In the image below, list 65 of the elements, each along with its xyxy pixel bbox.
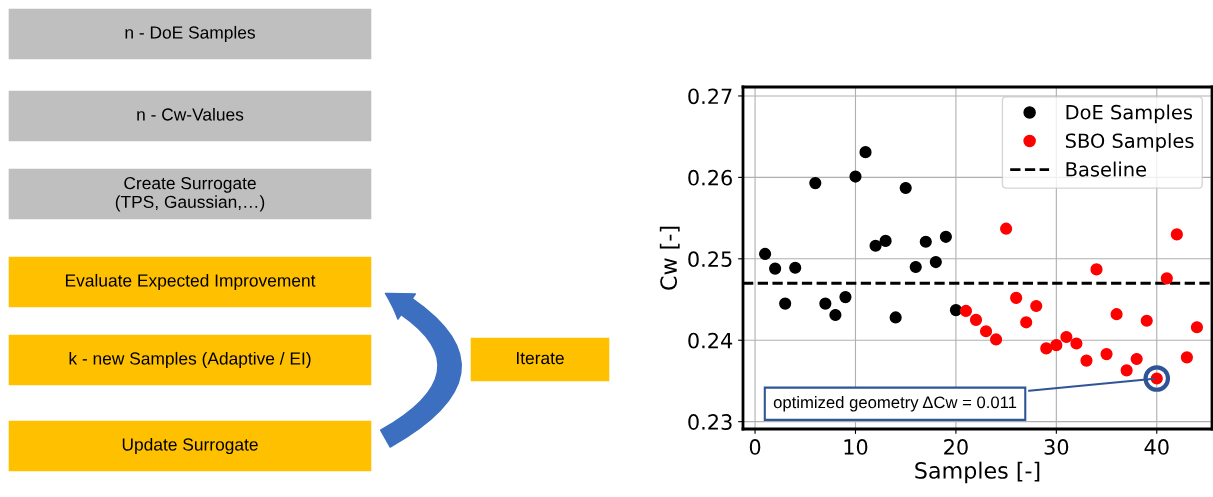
text: Create Surrogate (TPS, Gaussian,…) [115,177,265,212]
annotation: optimized geometry ΔCw = 0.011 [773,395,1017,412]
point [889,311,902,324]
point [779,297,792,310]
point [789,261,802,274]
x-tick-label: 40 [1144,439,1169,455]
x-tick-label: 10 [844,439,868,455]
point [829,308,842,322]
point [879,234,892,247]
point [769,262,782,275]
x-axis-title: Samples [-] [915,461,1040,484]
point [919,235,932,248]
text: n - DoE Samples [125,25,255,43]
text: Evaluate Expected Improvement [65,273,316,291]
y-tick-label: 0.26 [688,169,732,186]
point [759,247,772,261]
point [1130,352,1143,366]
point [1020,316,1033,329]
point [979,325,993,338]
point [1100,348,1113,361]
y-tick-label: 0.27 [688,88,732,105]
point [949,304,962,317]
point [969,313,983,326]
point [1190,321,1204,334]
point [1110,308,1123,321]
point [1080,354,1093,367]
point [899,181,912,195]
text: k - new Samples (Adaptive / EI) [69,351,311,369]
point [859,146,872,159]
point [1120,364,1133,377]
x-tick-label: 0 [749,439,761,455]
point [819,297,832,310]
point [959,304,973,318]
x-tick-label: 20 [944,439,968,455]
point [1140,314,1153,327]
text: Iterate [517,352,564,365]
point [939,230,952,243]
point [809,177,822,190]
y-tick-label: 0.25 [688,251,732,268]
point [869,239,882,252]
legend-label: DoE Samples [1066,104,1193,124]
point [1030,299,1043,313]
point [1060,330,1073,344]
legend-label: SBO Samples [1065,133,1194,152]
point [1000,222,1013,235]
point [1070,337,1083,350]
point [929,255,942,269]
y-tick-label: 0.24 [688,332,733,349]
point [990,333,1003,346]
point [909,260,922,274]
point [1160,272,1173,285]
text: Update Surrogate [122,437,258,455]
x-tick-label: 30 [1044,439,1069,455]
point [1050,339,1063,352]
y-tick-label: 0.23 [688,414,732,430]
point [1180,351,1193,364]
point [1090,263,1103,276]
text: n - Cw-Values [137,107,244,121]
point [1010,291,1023,304]
point [1040,342,1053,355]
y-axis-title: Cw [-] [659,226,680,290]
legend-label: Baseline [1066,161,1147,177]
point [849,170,862,183]
point [839,291,852,304]
point [1170,228,1183,241]
